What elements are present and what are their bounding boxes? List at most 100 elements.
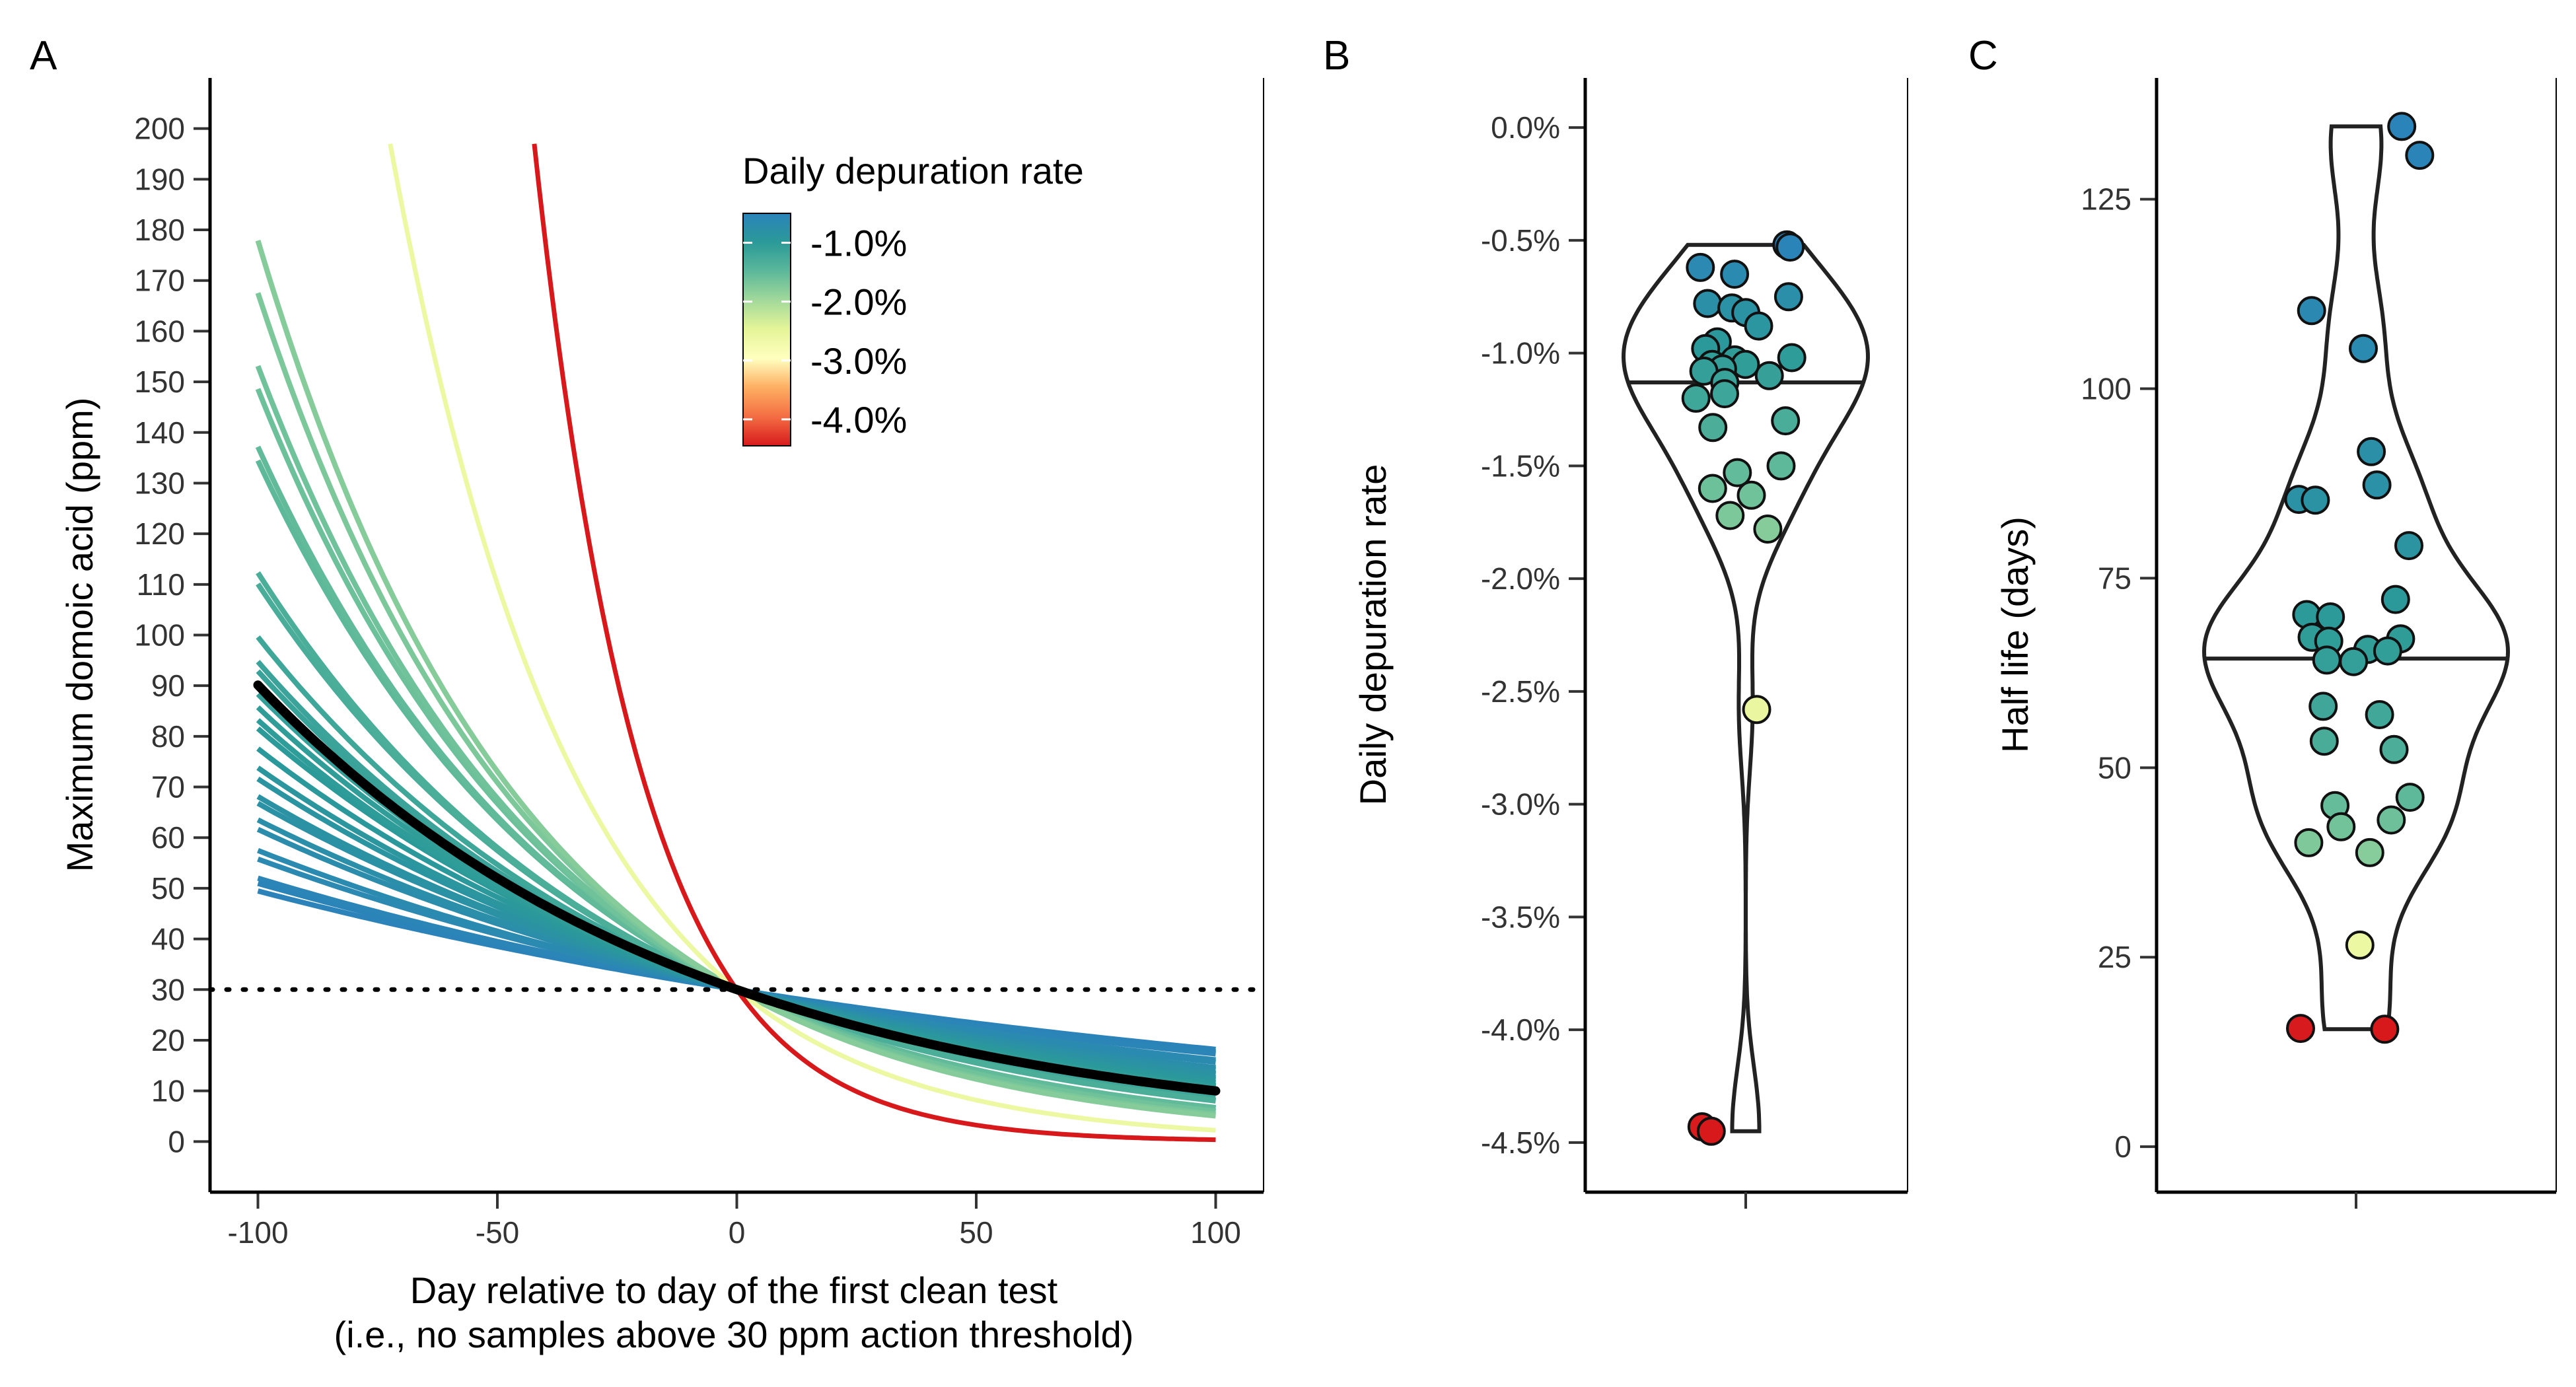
panel-b-y-tick-label: -1.0% — [1481, 336, 1560, 371]
panel-b: 0.0% -0.5% -1.0% -1.5% -2.0% -2.5% -3.0% -3.5% -… — [1352, 78, 1908, 1209]
panel-c-data-point — [2355, 837, 2384, 867]
panel-a-y-tick-label: 30 — [151, 972, 185, 1007]
panel-a-x-tick-label: -50 — [476, 1215, 519, 1250]
panel-a-y-tick-label: 40 — [151, 922, 185, 956]
colorbar-tick-label: -1.0% — [810, 223, 907, 264]
depuration-curve-1 — [257, 888, 1216, 1052]
panel-c-data-point — [2357, 437, 2386, 466]
panel-c-data-point — [2379, 734, 2409, 764]
depuration-curve-24 — [255, 445, 1216, 1111]
panel-b-y-tick-label: -3.0% — [1481, 787, 1560, 822]
depuration-curve-26 — [255, 365, 1216, 1115]
panel-c-data-point — [2294, 828, 2324, 857]
panel-c-data-point — [2373, 636, 2402, 666]
depuration-curve-25 — [255, 388, 1216, 1114]
panel-b-y-title: Daily depuration rate — [1352, 464, 1394, 806]
panel-a-y-tick-label: 0 — [168, 1124, 185, 1158]
panel-b-data-point — [1686, 252, 1715, 282]
panel-a-y-tick-label: 100 — [134, 618, 185, 653]
panel-b-data-point — [1681, 383, 1711, 413]
panel-b-data-point — [1744, 311, 1773, 341]
panel-b-y-tick-label: -2.5% — [1481, 674, 1560, 709]
panel-b-y-tick-label: -0.5% — [1481, 223, 1560, 258]
panel-b-data-point — [1696, 1116, 1726, 1146]
panel-a-x-tick-label: -100 — [227, 1215, 288, 1250]
panel-c-data-point — [2301, 485, 2330, 515]
panel-c-data-point — [2405, 141, 2435, 170]
panel-c-y-title: Half life (days) — [1994, 516, 2036, 753]
colorbar-legend: Daily depuration rate -1.0% -2.0% -3.0% -4.… — [742, 150, 1084, 446]
panel-a-y-tick-label: 190 — [134, 162, 185, 196]
panel-b-y-tick-label: -4.0% — [1481, 1013, 1560, 1047]
panel-c-data-point — [2370, 1014, 2400, 1044]
panel-b-data-point — [1715, 501, 1745, 530]
panel-c-data-point — [2387, 112, 2417, 141]
panel-label-a: A — [30, 33, 57, 79]
panel-a-y-tick-label: 170 — [134, 264, 185, 298]
panel-a-y-tick-label: 70 — [151, 770, 185, 804]
colorbar-tick-label: -4.0% — [810, 399, 907, 441]
panel-a-y-tick-label: 80 — [151, 719, 185, 754]
panel-label-b: B — [1323, 33, 1350, 79]
panel-c-points — [2284, 112, 2435, 1044]
depuration-curve-23 — [255, 459, 1216, 1110]
panel-a-y-tick-label: 130 — [134, 466, 185, 500]
panel-b-points — [1681, 230, 1807, 1146]
panel-a-y-tick-label: 110 — [137, 567, 185, 602]
panel-c-data-point — [2345, 930, 2375, 960]
panel-c-violin — [2201, 124, 2511, 1032]
panel-c-data-point — [2309, 727, 2339, 756]
panel-c-data-point — [2297, 296, 2326, 326]
panel-c-y-tick-label: 50 — [2098, 750, 2131, 785]
panel-c-y-axis: 0 25 50 75 100 125 — [2081, 182, 2157, 1164]
panel-label-c: C — [1968, 33, 1998, 79]
panel-b-data-point — [1742, 695, 1771, 725]
panel-c-data-point — [2326, 812, 2356, 841]
panel-a-y-tick-label: 140 — [134, 415, 185, 450]
panel-c-data-point — [2380, 585, 2410, 614]
panel-b-data-point — [1698, 413, 1728, 443]
panel-c-data-point — [2362, 470, 2392, 500]
panel-a-y-tick-label: 90 — [151, 668, 185, 703]
panel-b-data-point — [1754, 361, 1784, 390]
panel-c-data-point — [2286, 1014, 2315, 1044]
panel-b-data-point — [1775, 232, 1805, 262]
panel-c-data-point — [2349, 334, 2378, 363]
panel-b-data-point — [1773, 282, 1803, 312]
panel-b-y-tick-label: -3.5% — [1481, 900, 1560, 934]
panel-c-y-tick-label: 25 — [2098, 940, 2131, 974]
panel-b-data-point — [1720, 260, 1750, 289]
panel-a-y-tick-label: 120 — [134, 516, 185, 551]
panel-c-y-tick-label: 100 — [2081, 372, 2131, 406]
panel-b-data-point — [1753, 515, 1783, 544]
panel-a-x-title-line2: (i.e., no samples above 30 ppm action th… — [334, 1314, 1134, 1355]
panel-b-data-point — [1736, 480, 1766, 510]
panel-c: 0 25 50 75 100 125 Half life (days) — [1994, 78, 2557, 1209]
panel-a-x-tick-label: 100 — [1190, 1215, 1241, 1250]
colorbar-tick-label: -3.0% — [810, 340, 907, 382]
colorbar-ticks: -1.0% -2.0% -3.0% -4.0% — [743, 223, 907, 441]
panel-a-y-tick-label: 50 — [151, 871, 185, 906]
panel-c-data-point — [2308, 692, 2338, 721]
panel-a-y-title: Maximum domoic acid (ppm) — [59, 398, 100, 872]
panel-a-y-axis: 0 10 20 30 40 50 60 70 80 90 100 110 120 130 140 150 160… — [134, 112, 210, 1158]
panel-a-x-tick-label: 0 — [729, 1215, 746, 1250]
panel-b-data-point — [1693, 289, 1723, 318]
panel-b-y-tick-label: -2.0% — [1481, 561, 1560, 596]
panel-a-y-tick-label: 150 — [134, 365, 185, 399]
panel-c-data-point — [2395, 783, 2425, 812]
panel-b-data-point — [1777, 343, 1807, 373]
panel-b-data-point — [1698, 474, 1727, 503]
panel-a-y-tick-label: 180 — [134, 213, 185, 247]
panel-a-y-tick-label: 60 — [151, 820, 185, 855]
panel-c-y-tick-label: 0 — [2114, 1129, 2131, 1164]
panel-b-data-point — [1771, 406, 1801, 436]
panel-a-y-tick-label: 160 — [134, 314, 185, 348]
panel-c-y-tick-label: 125 — [2081, 182, 2131, 217]
depuration-curve-29 — [388, 143, 1216, 1133]
panel-c-data-point — [2365, 700, 2394, 729]
panel-b-y-tick-label: -1.5% — [1481, 448, 1560, 483]
panel-b-y-axis: 0.0% -0.5% -1.0% -1.5% -2.0% -2.5% -3.0% -3.5% -… — [1481, 110, 1585, 1160]
panel-c-data-point — [2394, 531, 2423, 561]
